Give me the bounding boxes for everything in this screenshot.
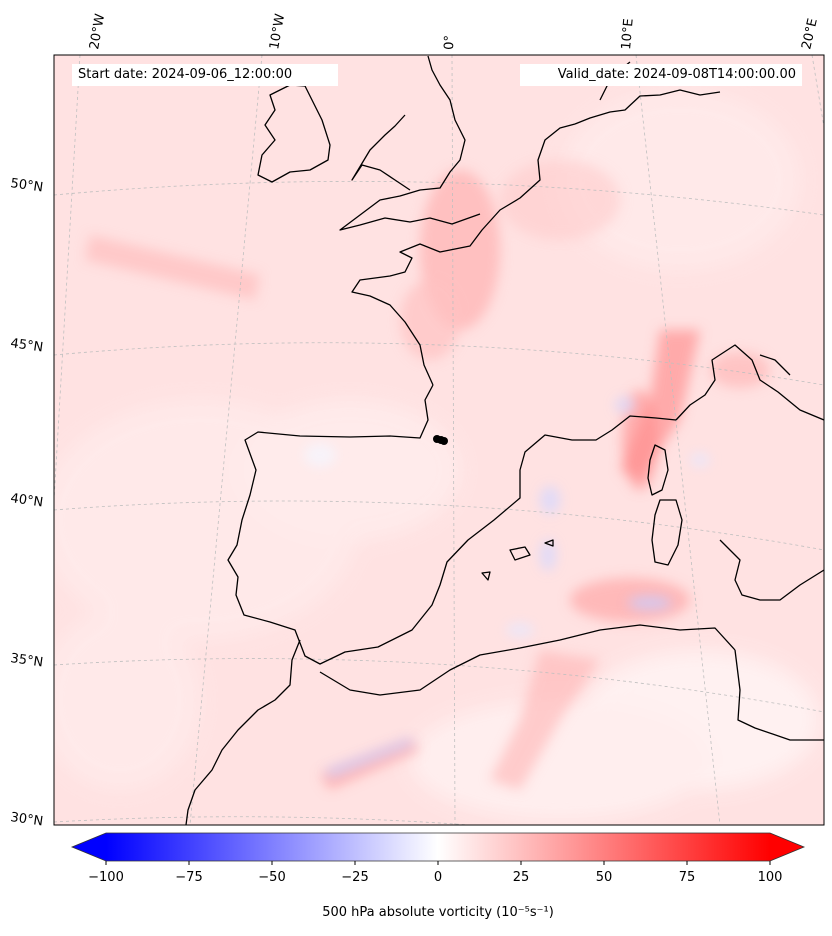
colorbar-tick-label: 75 (678, 870, 696, 885)
map-frame (53, 54, 825, 826)
colorbar-high-extend (770, 833, 804, 861)
colorbar-tick-label: 100 (757, 870, 783, 885)
latitude-label-35n: 35°N (9, 651, 44, 670)
latitude-label-40n: 40°N (9, 491, 44, 510)
colorbar (70, 832, 806, 865)
colorbar-tick-label: 50 (595, 870, 613, 885)
colorbar-tick-label: −100 (88, 870, 124, 885)
longitude-label-10e: 10°E (619, 18, 637, 50)
colorbar-tick-label: 0 (433, 870, 443, 885)
latitude-label-50n: 50°N (9, 176, 44, 195)
longitude-label-0: 0° (442, 35, 458, 50)
valid-date-box: Valid_date: 2024-09-08T14:00:00.00 (520, 64, 802, 86)
colorbar-tick-label: −75 (175, 870, 203, 885)
colorbar-tick-label: −50 (258, 870, 286, 885)
longitude-label-10w: 10°W (267, 13, 288, 51)
colorbar-ticks (105, 861, 771, 865)
colorbar-tick-label: −25 (341, 870, 369, 885)
vorticity-field (54, 55, 824, 825)
start-date-box: Start date: 2024-09-06_12:00:00 (72, 64, 338, 86)
graticule (54, 55, 824, 825)
latitude-label-30n: 30°N (9, 810, 44, 829)
colorbar-tick-label: 25 (512, 870, 530, 885)
colorbar-title: 500 hPa absolute vorticity (10⁻⁵s⁻¹) (322, 905, 554, 920)
start-date-value: 2024-09-06_12:00:00 (151, 67, 293, 82)
valid-date-label: Valid_date: (557, 67, 630, 82)
colorbar-low-extend (72, 833, 106, 861)
colorbar-gradient (106, 833, 770, 861)
longitude-label-20w: 20°W (87, 13, 108, 51)
longitude-label-20e: 20°E (799, 17, 821, 51)
latitude-label-45n: 45°N (9, 336, 44, 355)
start-date-label: Start date: (78, 67, 148, 82)
coastlines (185, 55, 824, 825)
storm-marker (433, 435, 448, 445)
valid-date-value: 2024-09-08T14:00:00.00 (633, 67, 796, 82)
